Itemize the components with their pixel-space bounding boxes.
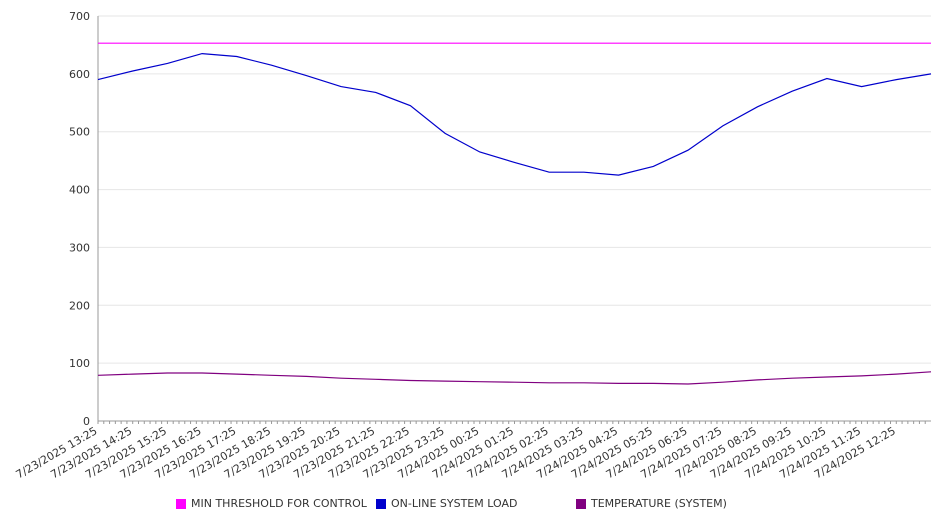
y-tick-label: 700 (69, 10, 90, 23)
y-tick-label: 600 (69, 68, 90, 81)
gridlines (98, 15, 931, 422)
y-tick-label: 500 (69, 126, 90, 139)
legend-swatch-threshold (176, 498, 186, 509)
y-tick-label: 0 (83, 415, 90, 428)
series-lines (97, 42, 932, 385)
y-tick-label: 300 (69, 241, 90, 254)
y-tick-label: 100 (69, 357, 90, 370)
axes (97, 16, 931, 424)
y-tick-label: 400 (69, 184, 90, 197)
y-tick-labels: 0 100 200 300 400 500 600 700 (69, 10, 90, 428)
series-line-temperature-system (97, 371, 932, 385)
legend-swatch-temperature (576, 498, 586, 509)
legend-item-system-load[interactable]: ON-LINE SYSTEM LOAD (376, 497, 517, 510)
legend-item-temperature[interactable]: TEMPERATURE (SYSTEM) (576, 497, 727, 510)
legend-label-temperature: TEMPERATURE (SYSTEM) (591, 497, 727, 510)
legend: MIN THRESHOLD FOR CONTROL ON-LINE SYSTEM… (0, 497, 946, 515)
legend-item-threshold[interactable]: MIN THRESHOLD FOR CONTROL (176, 497, 367, 510)
series-line-on-line-system-load (97, 52, 932, 176)
x-tick-labels: 7/23/2025 13:257/23/2025 14:257/23/2025 … (14, 424, 898, 481)
legend-swatch-system-load (376, 498, 386, 509)
y-tick-label: 200 (69, 299, 90, 312)
legend-label-threshold: MIN THRESHOLD FOR CONTROL (191, 497, 367, 510)
legend-label-system-load: ON-LINE SYSTEM LOAD (391, 497, 518, 510)
